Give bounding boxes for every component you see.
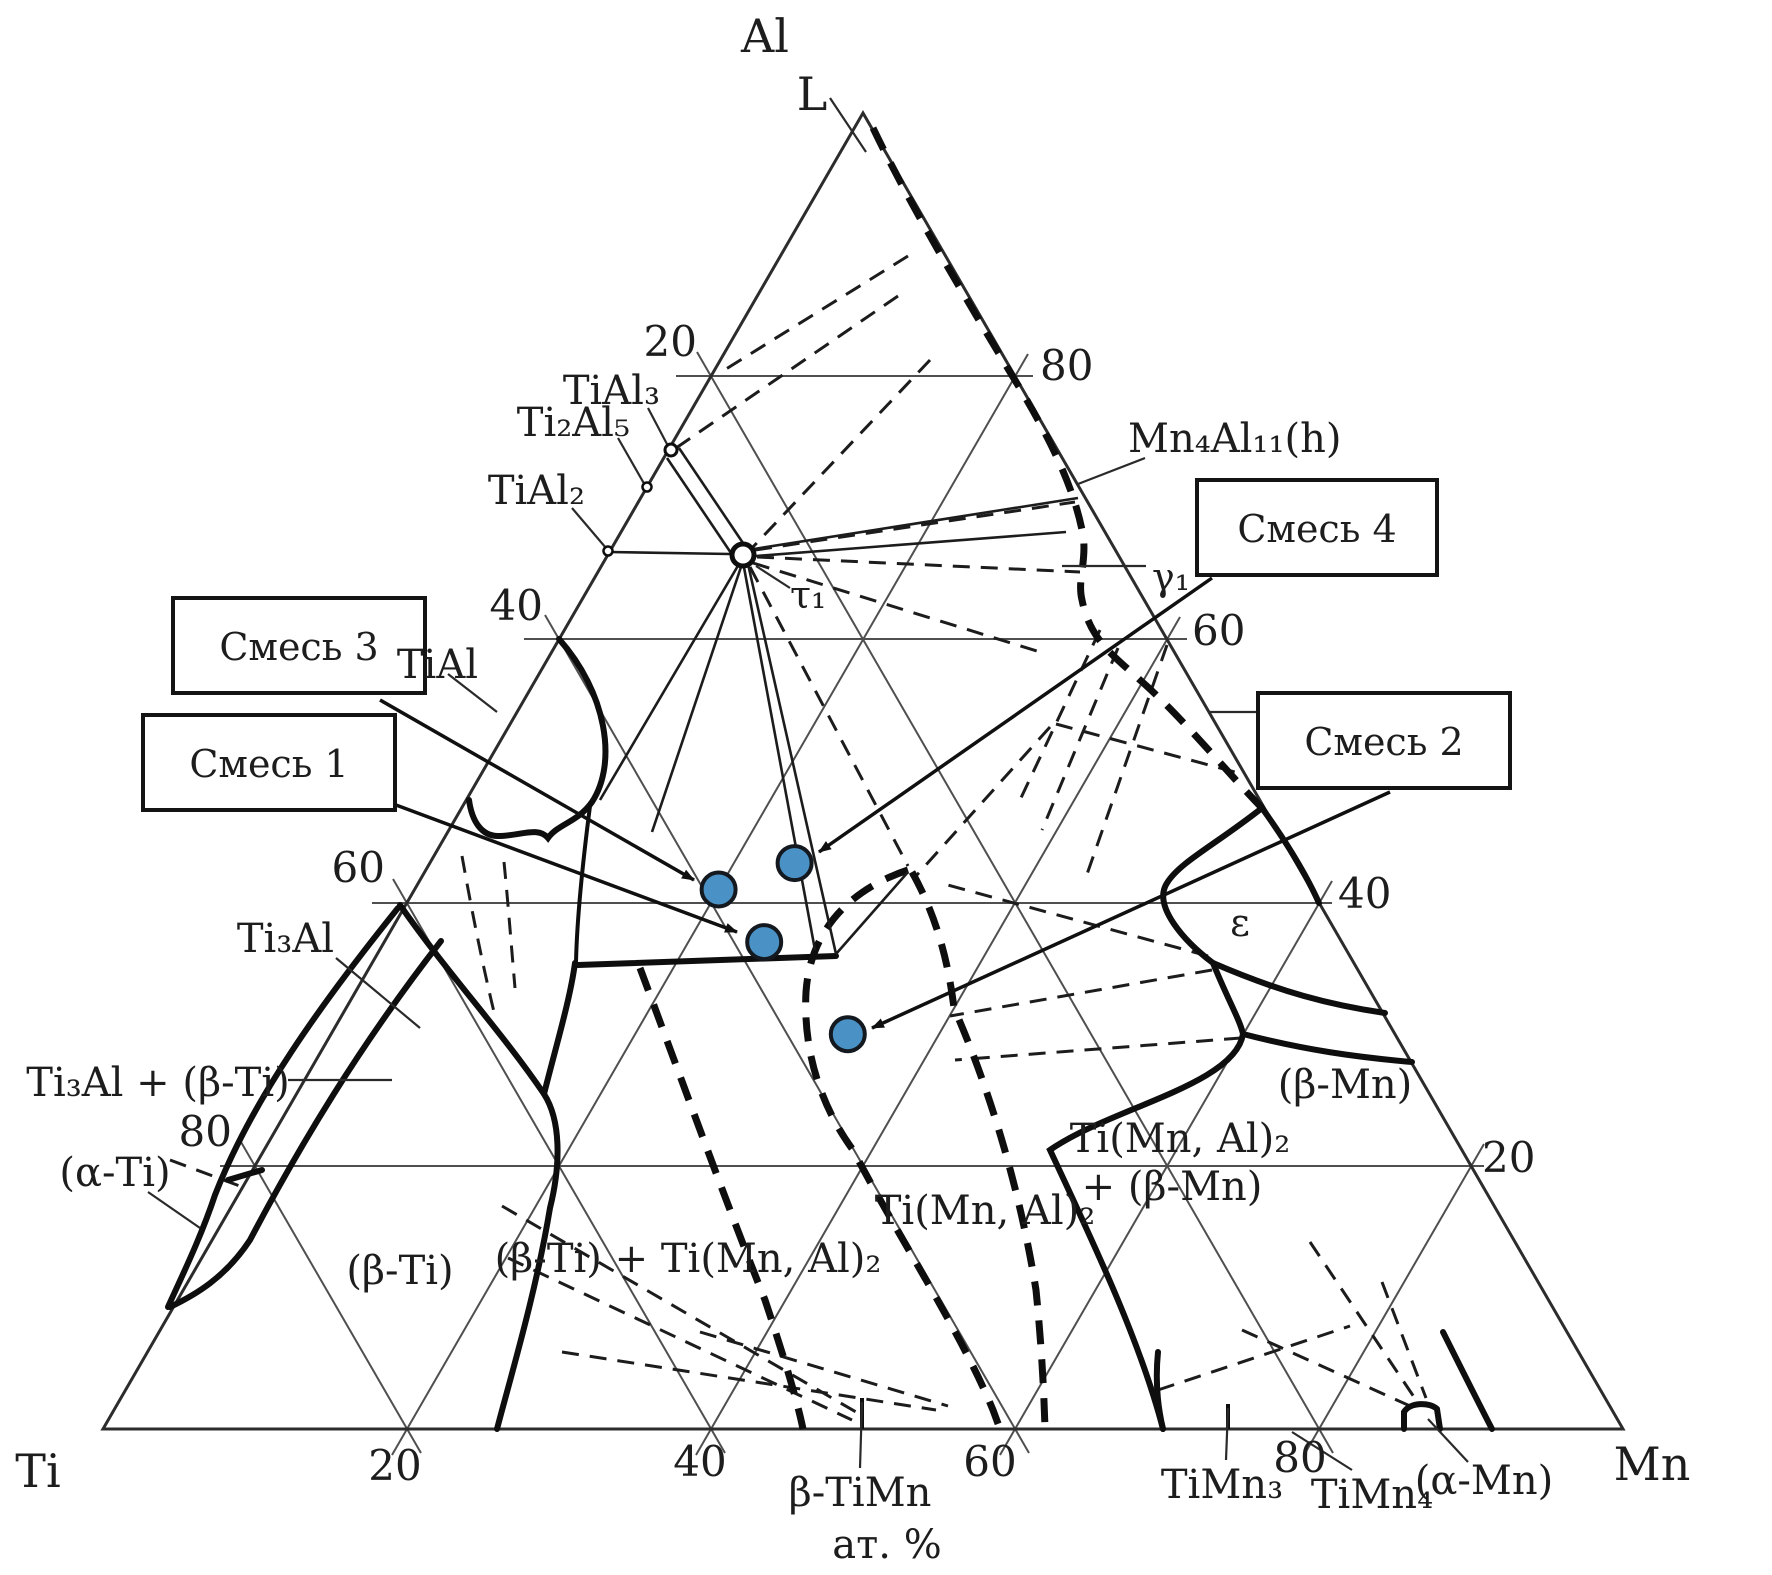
liquidus-curve [869, 126, 1265, 811]
liquid-label: L [797, 67, 828, 121]
label-leader-lines [147, 97, 1469, 1471]
phase-label-timn4: TiMn₄ [1311, 1472, 1433, 1518]
bti-laves-boundary [636, 966, 807, 1430]
tick-left-80: 80 [179, 1107, 232, 1156]
epsilon-left-boundary [1160, 805, 1265, 966]
vertex-label-al: Al [740, 9, 789, 63]
tial-lens [466, 636, 609, 843]
tial3-point [663, 442, 679, 458]
labels: Al Ti Mn L ат. % 20 40 60 80 80 60 40 20… [15, 9, 1690, 1568]
tick-bottom-20: 20 [368, 1441, 421, 1490]
tick-bottom-60: 60 [963, 1437, 1016, 1486]
phase-label-tial2: TiAl₂ [488, 468, 585, 514]
phase-label-tial3: TiAl₃ [563, 368, 660, 414]
phase-label-gamma1: γ₁ [1152, 555, 1190, 599]
phase-label-beta-timn: β-TiMn [789, 1470, 932, 1516]
phase-label-epsilon: ε [1230, 901, 1250, 945]
arrow-smes3 [379, 698, 695, 882]
phase-label-mn4al11: Mn₄Al₁₁(h) [1128, 416, 1341, 462]
beta-mn-upper-tie [1210, 960, 1388, 1016]
arrow-smes2 [871, 790, 1391, 1030]
phase-label-beta-mn: (β-Mn) [1278, 1062, 1413, 1108]
compound-markers [602, 442, 757, 569]
callout-smes1-label: Смесь 1 [189, 742, 348, 786]
phase-label-alpha-mn: (α-Mn) [1415, 1458, 1553, 1504]
beta-mn-lower-tie [1240, 1031, 1415, 1065]
ti3al-band-right [167, 938, 444, 1310]
tick-right-80: 80 [1040, 341, 1093, 390]
tick-bottom-40: 40 [673, 1437, 726, 1486]
alpha-mn-corner-boundary [1440, 1329, 1495, 1432]
thin-tie-lines [598, 447, 1079, 955]
mixture-points [699, 844, 867, 1054]
phase-label-laves: Ti(Mn, Al)₂ [875, 1188, 1096, 1234]
ti2al5-point [641, 481, 653, 493]
callout-boxes: Смесь 3 Смесь 1 Смесь 4 Смесь 2 [141, 478, 1512, 812]
callout-smes4-label: Смесь 4 [1237, 507, 1396, 551]
axis-unit-label: ат. % [832, 1522, 941, 1568]
callout-arrows [379, 576, 1391, 1030]
thick-phase-boundaries [165, 636, 1495, 1432]
tie-triangle-base [575, 953, 839, 968]
phase-label-tial: TiAl [397, 642, 478, 688]
mixture-point-smes3 [699, 870, 738, 909]
phase-label-ti2al5: Ti₂Al₅ [517, 400, 630, 446]
phase-label-laves-bmn-1: Ti(Mn, Al)₂ [1070, 1116, 1291, 1162]
callout-smes1: Смесь 1 [141, 713, 397, 812]
tial2-point [602, 545, 614, 557]
phase-label-ti3al-bti: Ti₃Al + (β-Ti) [26, 1060, 289, 1106]
vertex-label-ti: Ti [15, 1444, 60, 1498]
callout-smes4: Смесь 4 [1195, 478, 1439, 577]
alpha-mn-bracket [1401, 1401, 1443, 1432]
mixture-point-smes1 [745, 923, 784, 962]
callout-smes2: Смесь 2 [1256, 691, 1512, 790]
timn3-left-boundary [1153, 1349, 1166, 1432]
arrow-smes1 [395, 803, 738, 934]
callout-smes3: Смесь 3 [171, 596, 427, 695]
tick-bottom-80: 80 [1273, 1433, 1326, 1482]
mixture-point-smes2 [828, 1015, 867, 1054]
beta-mn-left-boundary [1046, 960, 1247, 1432]
ti3al-band-left [165, 905, 401, 1310]
tick-left-20: 20 [644, 317, 697, 366]
tick-right-40: 40 [1338, 869, 1391, 918]
mixture-point-smes4 [775, 844, 814, 883]
beta-ti-right-boundary [397, 902, 561, 1432]
tick-right-60: 60 [1192, 606, 1245, 655]
phase-label-timn3: TiMn₃ [1161, 1462, 1283, 1508]
phase-label-bti-laves: (β-Ti) + Ti(Mn, Al)₂ [495, 1236, 882, 1282]
callout-smes3-label: Смесь 3 [219, 625, 378, 669]
callout-smes2-label: Смесь 2 [1304, 720, 1463, 764]
phase-label-beta-ti: (β-Ti) [346, 1248, 453, 1294]
tau1-point [729, 541, 757, 569]
vertex-label-mn: Mn [1614, 1437, 1691, 1491]
phase-label-tau1: τ₁ [790, 573, 826, 617]
phase-label-laves-bmn-2: + (β-Mn) [1082, 1164, 1263, 1210]
tick-right-20: 20 [1482, 1133, 1535, 1182]
phase-label-alpha-ti: (α-Ti) [59, 1150, 170, 1196]
arrow-smes4 [817, 576, 1214, 854]
tick-left-60: 60 [332, 843, 385, 892]
laves-loop-right [908, 870, 1049, 1430]
tick-left-40: 40 [490, 581, 543, 630]
phase-label-ti3al: Ti₃Al [237, 916, 334, 962]
